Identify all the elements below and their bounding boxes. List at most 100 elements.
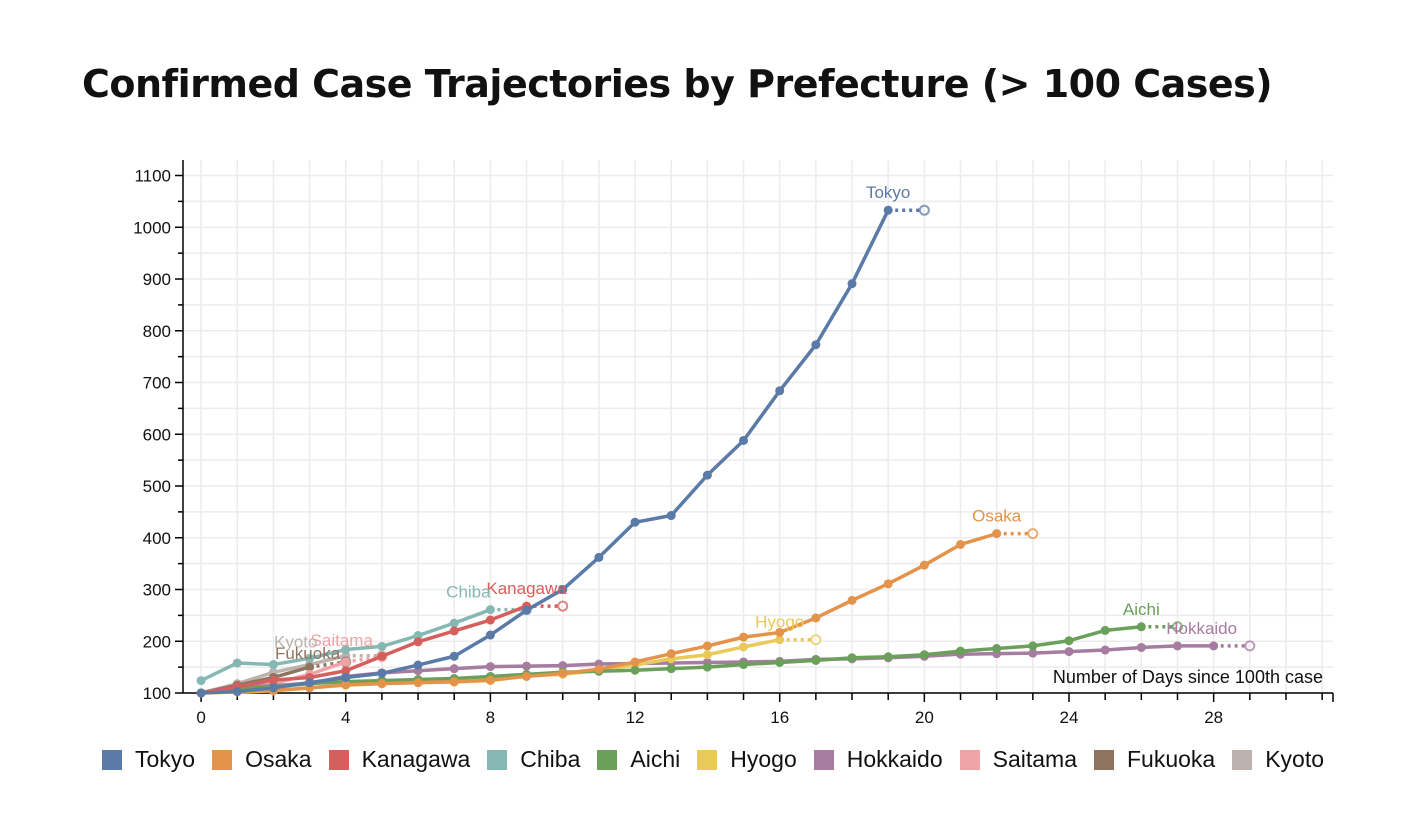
data-point-tokyo <box>630 517 640 527</box>
legend-label: Aichi <box>630 746 681 772</box>
legend-item-osaka: Osaka <box>212 746 312 773</box>
data-point-tokyo <box>413 660 423 670</box>
legend-item-chiba: Chiba <box>487 746 580 773</box>
data-point-kanagawa <box>449 626 459 636</box>
data-point-chiba <box>485 605 495 615</box>
data-point-tokyo <box>341 672 351 682</box>
legend-label: Kanagawa <box>361 746 471 772</box>
series-label-osaka: Osaka <box>972 507 1022 526</box>
projection-point-kanagawa <box>557 600 569 612</box>
data-point-osaka <box>956 539 966 549</box>
data-point-osaka <box>594 664 604 674</box>
data-point-chiba <box>232 658 242 668</box>
projection-point-hokkaido <box>1244 640 1256 652</box>
data-point-aichi <box>919 650 929 660</box>
data-point-aichi <box>1136 622 1146 632</box>
x-axis-label: Number of Days since 100th case <box>1053 667 1323 687</box>
data-point-tokyo <box>377 668 387 678</box>
projection-point-hyogo <box>810 634 822 646</box>
series-label-hyogo: Hyogo <box>755 613 804 632</box>
data-point-kanagawa <box>377 651 387 661</box>
series-label-saitama: Saitama <box>311 631 374 650</box>
projection-point-osaka <box>1027 528 1039 540</box>
data-point-hokkaido <box>1209 641 1219 651</box>
x-tick-label: 12 <box>626 708 645 727</box>
legend-swatch <box>1232 749 1253 770</box>
data-point-tokyo <box>811 340 821 350</box>
legend-item-hokkaido: Hokkaido <box>813 746 943 773</box>
data-point-chiba <box>268 660 278 670</box>
legend-label: Saitama <box>992 746 1077 772</box>
data-point-chiba <box>377 641 387 651</box>
y-tick-label: 400 <box>143 529 171 548</box>
data-point-hokkaido <box>1028 648 1038 658</box>
data-point-aichi <box>811 655 821 665</box>
data-point-tokyo <box>847 279 857 289</box>
data-point-hokkaido <box>522 661 532 671</box>
y-tick-label: 1000 <box>133 218 171 237</box>
data-point-aichi <box>1100 625 1110 635</box>
data-point-chiba <box>413 631 423 641</box>
y-tick-label: 600 <box>143 425 171 444</box>
data-point-tokyo <box>522 605 532 615</box>
legend-item-kyoto: Kyoto <box>1232 746 1324 773</box>
data-point-tokyo <box>666 511 676 521</box>
data-point-aichi <box>775 657 785 667</box>
data-point-tokyo <box>305 678 315 688</box>
legend-item-saitama: Saitama <box>959 746 1077 773</box>
series-label-kanagawa: Kanagawa <box>486 579 567 598</box>
data-point-tokyo <box>883 205 893 215</box>
legend-item-hyogo: Hyogo <box>697 746 797 773</box>
data-point-tokyo <box>232 686 242 696</box>
y-tick-label: 900 <box>143 270 171 289</box>
data-point-fukuoka <box>305 662 315 672</box>
data-point-osaka <box>377 679 387 689</box>
data-point-kanagawa <box>341 666 351 676</box>
data-point-osaka <box>739 632 749 642</box>
data-point-osaka <box>449 677 459 687</box>
legend-swatch <box>212 749 233 770</box>
data-point-osaka <box>666 649 676 659</box>
data-point-chiba <box>449 618 459 628</box>
data-point-chiba <box>341 645 351 655</box>
data-point-saitama <box>341 657 351 667</box>
y-tick-label: 500 <box>143 477 171 496</box>
data-point-tokyo <box>449 651 459 661</box>
series-line-kanagawa <box>200 604 528 695</box>
data-point-aichi <box>630 665 640 675</box>
data-point-kanagawa <box>485 615 495 625</box>
y-tick-label: 800 <box>143 322 171 341</box>
data-point-osaka <box>341 680 351 690</box>
legend-swatch <box>487 749 508 770</box>
data-point-tokyo <box>594 552 604 562</box>
series-label-aichi: Aichi <box>1123 600 1160 619</box>
x-tick-label: 20 <box>915 708 934 727</box>
projection-point-tokyo <box>918 204 930 216</box>
legend-swatch <box>959 749 980 770</box>
legend-item-tokyo: Tokyo <box>102 746 195 773</box>
data-point-osaka <box>883 579 893 589</box>
x-tick-label: 4 <box>341 708 350 727</box>
data-point-chiba <box>196 676 206 686</box>
legend-item-kanagawa: Kanagawa <box>328 746 471 773</box>
data-point-chiba <box>305 653 315 663</box>
legend-label: Hyogo <box>730 746 797 772</box>
chart-legend: Tokyo Osaka Kanagawa Chiba Aichi Hyogo Hokkaid… <box>102 746 1341 773</box>
data-point-kanagawa <box>413 637 423 647</box>
series-label-fukuoka: Fukuoka <box>275 644 341 663</box>
data-point-hokkaido <box>558 661 568 671</box>
series-label-chiba: Chiba <box>446 583 491 602</box>
x-tick-label: 0 <box>196 708 205 727</box>
x-tick-label: 24 <box>1060 708 1079 727</box>
data-point-osaka <box>485 675 495 685</box>
series-label-tokyo: Tokyo <box>866 183 910 202</box>
legend-label: Kyoto <box>1265 746 1325 772</box>
data-point-hokkaido <box>1100 645 1110 655</box>
legend-label: Tokyo <box>135 746 196 772</box>
data-point-osaka <box>992 529 1002 539</box>
y-tick-label: 200 <box>143 632 171 651</box>
data-point-tokyo <box>775 386 785 396</box>
data-point-kanagawa <box>268 675 278 685</box>
data-point-hokkaido <box>1064 647 1074 657</box>
data-point-aichi <box>883 652 893 662</box>
